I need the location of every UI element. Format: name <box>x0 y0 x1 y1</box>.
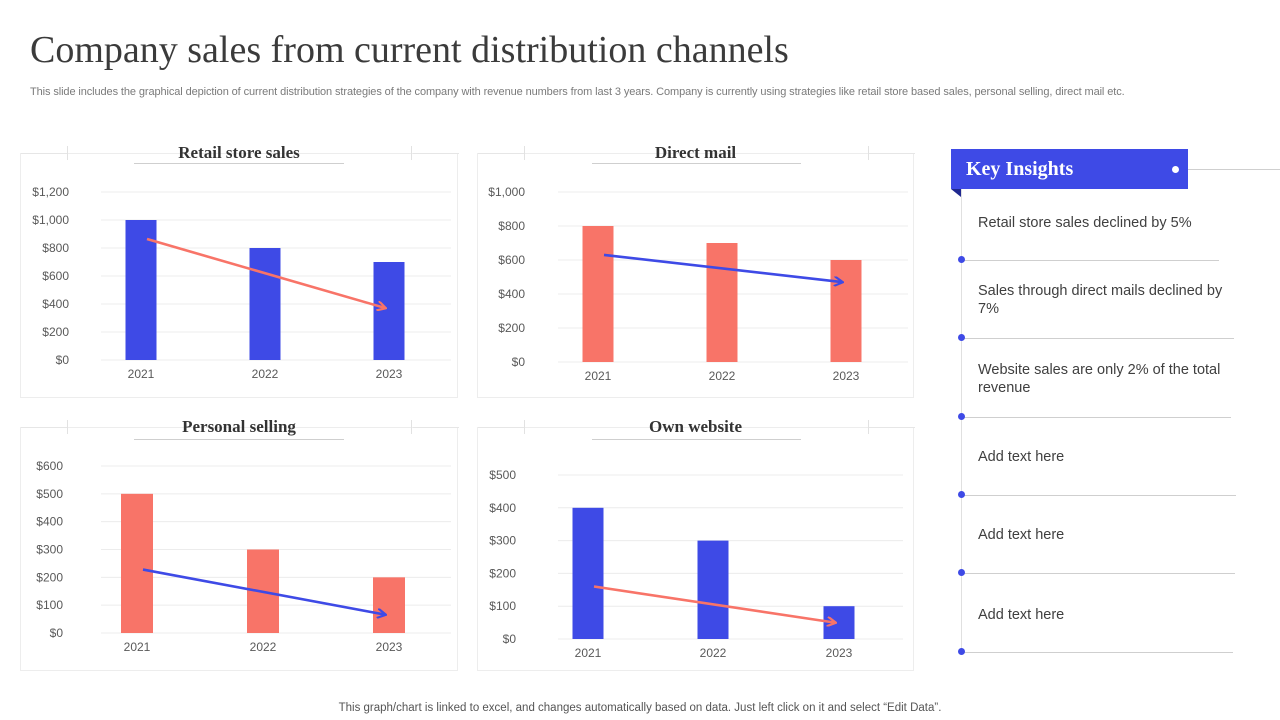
page-title: Company sales from current distribution … <box>30 29 789 71</box>
y-tick-label: $300 <box>36 543 63 557</box>
x-tick-label: 2022 <box>252 367 279 381</box>
trend-arrow <box>146 237 385 308</box>
timeline-dot-icon <box>958 491 965 498</box>
bar-chart-retail-store-sales: $0 $200 $400 $600 $800 $1,000 $1,200 2021 2022 20… <box>32 185 451 381</box>
x-tick-label: 2023 <box>833 369 860 383</box>
timeline-dot-icon <box>958 569 965 576</box>
x-tick-label: 2021 <box>124 640 151 654</box>
x-tick-label: 2021 <box>128 367 155 381</box>
y-tick-label: $200 <box>36 570 63 584</box>
bar-2023[interactable] <box>373 262 405 360</box>
y-tick-label: $500 <box>489 468 516 482</box>
bar-2022[interactable] <box>706 243 738 362</box>
header-fold-decoration <box>951 189 961 197</box>
bar-chart-personal-selling: $0 $100 $200 $300 $400 $500 $600 2021 2022 2023 <box>36 459 451 654</box>
header-dot-icon <box>1172 166 1179 173</box>
bar-2022[interactable] <box>249 248 281 360</box>
chart-panel-retail-store-sales[interactable]: Retail store sales $0 $200 $400 $600 $800 $1,… <box>20 143 459 398</box>
timeline-dot-icon <box>958 413 965 420</box>
y-tick-label: $100 <box>489 599 516 613</box>
insight-divider <box>961 573 1235 574</box>
insight-item-5: Add text here <box>978 527 1065 543</box>
insight-divider <box>961 417 1231 418</box>
x-tick-label: 2022 <box>250 640 277 654</box>
bar-chart-direct-mail: $0 $200 $400 $600 $800 $1,000 2021 2022 2023 <box>488 185 908 383</box>
y-tick-label: $0 <box>503 632 517 646</box>
y-tick-label: $400 <box>36 515 63 529</box>
y-tick-label: $600 <box>36 459 63 473</box>
bar-2023[interactable] <box>373 577 405 633</box>
insight-item-4: Add text here <box>978 449 1065 465</box>
x-tick-label: 2023 <box>376 640 403 654</box>
y-tick-label: $0 <box>50 626 64 640</box>
y-tick-label: $400 <box>489 501 516 515</box>
bar-2022[interactable] <box>697 540 729 639</box>
y-tick-label: $300 <box>489 534 516 548</box>
y-tick-label: $800 <box>498 219 525 233</box>
x-tick-label: 2022 <box>700 646 727 660</box>
footer-note: This graph/chart is linked to excel, and… <box>338 702 942 714</box>
y-tick-label: $1,200 <box>32 185 69 199</box>
chart-title: Own website <box>648 417 743 436</box>
y-tick-label: $800 <box>42 241 69 255</box>
x-tick-label: 2023 <box>376 367 403 381</box>
timeline-dot-icon <box>958 648 965 655</box>
y-tick-label: $0 <box>56 353 70 367</box>
x-tick-label: 2021 <box>585 369 612 383</box>
bar-2021[interactable] <box>582 226 614 362</box>
insight-item-2: Sales through direct mails declined by 7… <box>978 283 1223 317</box>
bar-2021[interactable] <box>125 220 157 360</box>
key-insights-header: Key Insights <box>951 149 1188 189</box>
chart-panel-direct-mail[interactable]: Direct mail $0 $200 $400 $600 $800 $1,000 2021… <box>477 143 915 398</box>
bar-2023[interactable] <box>830 260 862 362</box>
chart-title: Personal selling <box>182 417 296 436</box>
header-connector-line <box>1188 169 1280 170</box>
timeline-dot-icon <box>958 334 965 341</box>
y-tick-label: $400 <box>498 287 525 301</box>
x-tick-label: 2023 <box>826 646 853 660</box>
x-tick-label: 2021 <box>575 646 602 660</box>
y-tick-label: $100 <box>36 598 63 612</box>
chart-panel-own-website[interactable]: Own website $0 $100 $200 $300 $400 $500 2021 20… <box>477 417 915 671</box>
bar-2021[interactable] <box>572 507 604 639</box>
x-tick-label: 2022 <box>709 369 736 383</box>
bar-chart-own-website: $0 $100 $200 $300 $400 $500 2021 2022 2023 <box>489 468 903 660</box>
insights-timeline-line <box>961 189 962 653</box>
chart-title: Direct mail <box>654 143 737 162</box>
y-tick-label: $200 <box>42 325 69 339</box>
trend-arrow <box>593 585 835 623</box>
trend-arrow <box>603 253 842 282</box>
insight-item-1: Retail store sales declined by 5% <box>978 215 1192 231</box>
bar-2021[interactable] <box>121 493 153 633</box>
chart-panel-personal-selling[interactable]: Personal selling $0 $100 $200 $300 $400 $500 $… <box>20 417 459 671</box>
y-tick-label: $200 <box>489 566 516 580</box>
insight-item-6: Add text here <box>978 607 1065 623</box>
y-tick-label: $1,000 <box>32 213 69 227</box>
insight-divider <box>961 495 1236 496</box>
y-tick-label: $500 <box>36 487 63 501</box>
trend-arrow <box>142 568 385 615</box>
y-tick-label: $400 <box>42 297 69 311</box>
insight-divider <box>961 652 1233 653</box>
y-tick-label: $600 <box>498 253 525 267</box>
insight-divider <box>961 260 1219 261</box>
y-tick-label: $0 <box>512 355 526 369</box>
timeline-dot-icon <box>958 256 965 263</box>
y-tick-label: $600 <box>42 269 69 283</box>
y-tick-label: $200 <box>498 321 525 335</box>
insight-item-3: Website sales are only 2% of the total r… <box>978 362 1221 396</box>
insight-divider <box>961 338 1234 339</box>
page-subtitle: This slide includes the graphical depict… <box>30 86 1125 98</box>
chart-title: Retail store sales <box>178 143 300 162</box>
y-tick-label: $1,000 <box>488 185 525 199</box>
